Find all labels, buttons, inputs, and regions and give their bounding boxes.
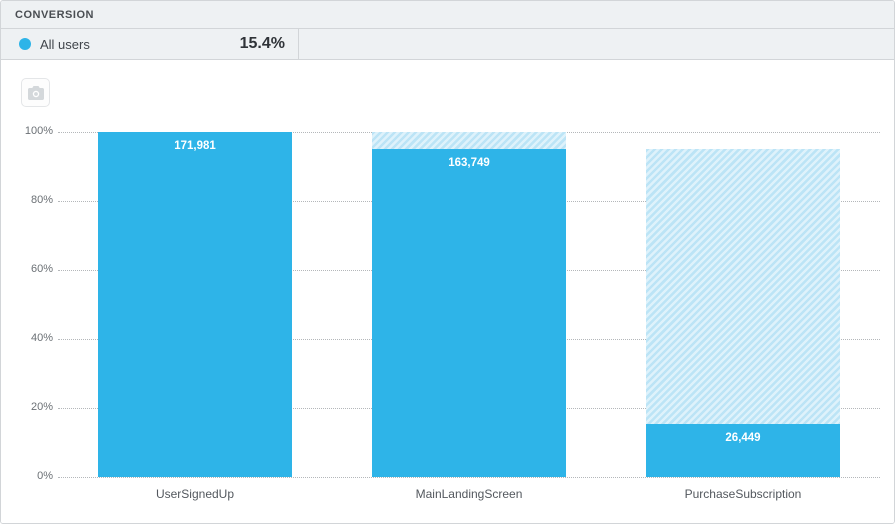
- y-axis-tick-label: 60%: [30, 263, 53, 275]
- x-axis-label-PurchaseSubscription: PurchaseSubscription: [684, 487, 802, 501]
- widget-title: CONVERSION: [15, 8, 94, 21]
- funnel-bar-MainLandingScreen[interactable]: [372, 148, 566, 477]
- legend-item-all-users[interactable]: All users 15.4%: [1, 29, 299, 59]
- x-axis-label-UserSignedUp: UserSignedUp: [155, 487, 235, 501]
- y-axis-tick-label: 20%: [30, 401, 53, 413]
- export-snapshot-button[interactable]: [21, 78, 50, 107]
- y-axis-tick-label: 100%: [24, 125, 53, 137]
- funnel-bar-dropoff-MainLandingScreen[interactable]: [372, 132, 566, 149]
- funnel-bar-PurchaseSubscription[interactable]: [646, 423, 840, 477]
- overall-conversion-value: 15.4%: [239, 35, 285, 52]
- bar-value-label: 26,449: [725, 431, 761, 444]
- y-axis-tick-label: 40%: [30, 332, 53, 344]
- bar-value-label: 163,749: [448, 156, 490, 169]
- series-color-dot: [19, 38, 31, 50]
- gridline-0%: [58, 477, 880, 478]
- y-axis-tick-label: 0%: [37, 470, 53, 482]
- bar-value-label: 171,981: [174, 140, 216, 152]
- legend-row-spacer: [299, 29, 894, 59]
- camera-icon: [27, 85, 44, 100]
- series-label: All users: [40, 36, 90, 52]
- x-axis-label-MainLandingScreen: MainLandingScreen: [415, 487, 523, 501]
- widget-header: CONVERSION: [1, 1, 894, 29]
- legend-row: All users 15.4%: [1, 29, 894, 60]
- funnel-bar-UserSignedUp[interactable]: [98, 132, 292, 477]
- funnel-bar-dropoff-PurchaseSubscription[interactable]: [646, 148, 840, 424]
- y-axis-tick-label: 80%: [30, 194, 53, 206]
- funnel-chart: 0% 20% 40% 60% 80% 100% 171,981 UserSignedUp 163…: [1, 60, 894, 523]
